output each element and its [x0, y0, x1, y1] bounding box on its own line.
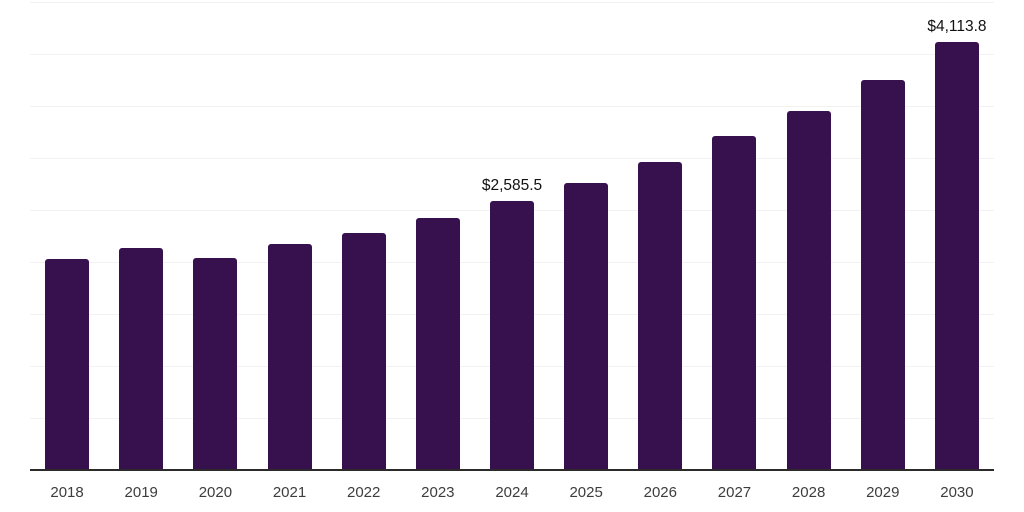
- x-tick-2030: 2030: [940, 484, 974, 501]
- bar-2025: [564, 183, 609, 470]
- x-tick-2019: 2019: [124, 484, 158, 501]
- gridline-3500: [30, 106, 994, 107]
- x-tick-2028: 2028: [791, 484, 826, 501]
- bar-2026: [638, 162, 683, 470]
- bar-2029: [860, 79, 905, 470]
- x-tick-2020: 2020: [198, 484, 233, 501]
- bar-2019: [119, 247, 164, 470]
- x-tick-2027: 2027: [717, 484, 752, 501]
- bar-2018: [45, 258, 90, 470]
- x-tick-2022: 2022: [347, 484, 381, 501]
- bar-2028: [786, 110, 831, 470]
- bar-2021: [267, 243, 312, 470]
- x-tick-2025: 2025: [569, 484, 603, 501]
- x-tick-2024: 2024: [495, 484, 529, 501]
- bar-2030: [934, 42, 979, 470]
- x-axis-line: [30, 469, 994, 471]
- gridline-4000: [30, 54, 994, 55]
- x-tick-2021: 2021: [272, 484, 307, 501]
- x-tick-2018: 2018: [50, 484, 84, 501]
- bar-2023: [415, 218, 460, 470]
- bar-2022: [341, 232, 386, 470]
- x-tick-2023: 2023: [421, 484, 455, 501]
- bar-2024: [490, 201, 534, 470]
- x-tick-2029: 2029: [866, 484, 900, 501]
- value-label-2030: $4,113.8: [927, 18, 987, 36]
- bar-2020: [193, 257, 238, 470]
- gridline-4500: [30, 2, 994, 3]
- gridline-3000: [30, 158, 994, 159]
- x-tick-2026: 2026: [643, 484, 677, 501]
- value-label-2024: $2,585.5: [481, 177, 543, 195]
- bar-2027: [712, 136, 757, 470]
